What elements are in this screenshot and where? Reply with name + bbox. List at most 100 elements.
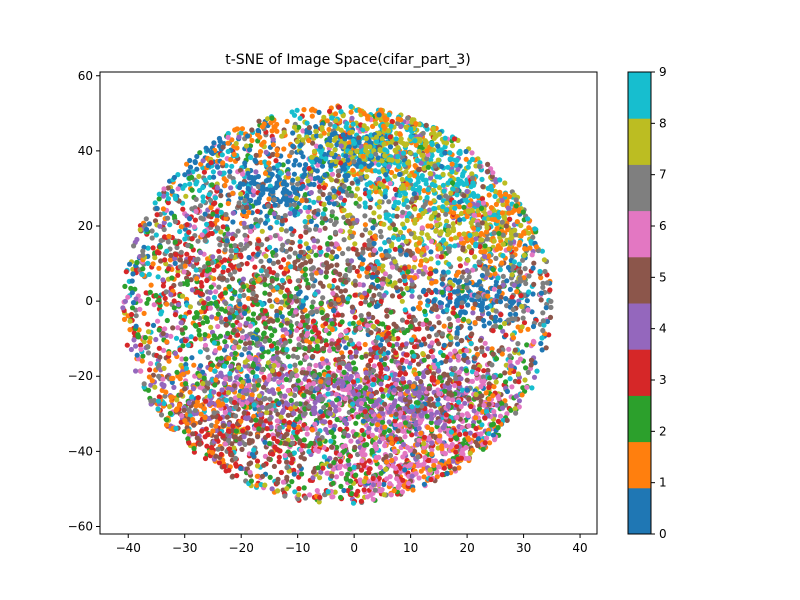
scatter-point	[445, 269, 451, 275]
scatter-point	[278, 305, 284, 311]
scatter-point	[340, 250, 346, 257]
scatter-point	[314, 133, 320, 139]
scatter-point	[253, 169, 259, 175]
scatter-point	[321, 454, 327, 460]
scatter-point	[352, 241, 358, 247]
scatter-point	[327, 347, 333, 354]
scatter-point	[520, 257, 526, 263]
scatter-point	[193, 181, 199, 187]
scatter-point	[228, 253, 234, 259]
scatter-point	[154, 212, 160, 218]
scatter-point	[357, 196, 363, 202]
scatter-point	[333, 391, 339, 397]
scatter-point	[479, 272, 485, 279]
scatter-point	[253, 217, 259, 223]
scatter-point	[275, 214, 281, 220]
scatter-point	[531, 374, 538, 380]
scatter-point	[133, 368, 139, 374]
scatter-point	[145, 260, 151, 266]
scatter-point	[436, 368, 442, 374]
scatter-point	[426, 207, 433, 213]
scatter-point	[274, 121, 280, 127]
scatter-point	[275, 259, 281, 265]
scatter-point	[391, 376, 397, 382]
scatter-point	[392, 280, 398, 286]
scatter-point	[456, 369, 462, 375]
scatter-point	[157, 244, 163, 250]
scatter-point	[400, 235, 406, 241]
scatter-point	[497, 177, 503, 183]
scatter-point	[540, 310, 546, 316]
scatter-point	[289, 479, 295, 485]
scatter-point	[525, 216, 531, 222]
scatter-point	[447, 299, 453, 305]
scatter-point	[515, 341, 521, 347]
scatter-point	[184, 161, 190, 167]
scatter-point	[399, 489, 405, 495]
scatter-point	[338, 494, 344, 501]
scatter-point	[509, 384, 515, 390]
scatter-point	[216, 135, 222, 142]
scatter-point	[262, 439, 268, 445]
scatter-point	[450, 225, 456, 231]
scatter-point	[457, 256, 463, 262]
scatter-point	[311, 199, 317, 205]
scatter-point	[434, 474, 440, 480]
scatter-point	[364, 413, 370, 420]
scatter-point	[493, 379, 499, 385]
scatter-point	[165, 185, 171, 191]
scatter-point	[180, 206, 186, 212]
scatter-point	[502, 370, 508, 376]
scatter-point	[385, 350, 391, 356]
scatter-point	[191, 362, 197, 368]
scatter-point	[412, 448, 418, 454]
scatter-point	[452, 277, 458, 283]
scatter-point	[276, 454, 282, 460]
scatter-point	[362, 222, 368, 228]
scatter-point	[264, 236, 270, 242]
scatter-point	[202, 332, 208, 338]
scatter-point	[121, 316, 128, 322]
scatter-point	[482, 243, 488, 249]
scatter-point	[538, 275, 544, 281]
scatter-point	[150, 322, 157, 328]
scatter-point	[291, 124, 298, 130]
scatter-point	[538, 297, 544, 303]
scatter-point	[485, 161, 491, 167]
scatter-point	[404, 319, 410, 325]
scatter-point	[492, 193, 498, 199]
scatter-point	[502, 180, 508, 186]
scatter-point	[357, 281, 363, 288]
scatter-point	[274, 349, 280, 356]
scatter-point	[327, 235, 333, 241]
scatter-point	[211, 294, 217, 301]
scatter-point	[185, 436, 191, 442]
scatter-point	[367, 204, 373, 211]
scatter-point	[364, 274, 370, 280]
scatter-point	[297, 239, 303, 245]
scatter-point	[281, 146, 287, 152]
scatter-point	[207, 174, 213, 181]
scatter-point	[137, 306, 143, 312]
scatter-point	[211, 333, 217, 339]
scatter-point	[354, 186, 360, 192]
scatter-point	[381, 292, 387, 298]
scatter-point	[503, 332, 509, 338]
scatter-point	[244, 373, 250, 379]
scatter-point	[332, 111, 339, 117]
scatter-point	[280, 162, 286, 168]
scatter-point	[419, 230, 425, 236]
scatter-point	[343, 328, 349, 334]
scatter-point	[188, 334, 194, 340]
scatter-point	[250, 311, 257, 317]
scatter-point	[198, 363, 204, 369]
scatter-point	[230, 236, 236, 242]
scatter-point	[325, 241, 331, 247]
scatter-point	[363, 385, 369, 391]
scatter-point	[236, 134, 242, 140]
scatter-point	[468, 249, 474, 256]
scatter-point	[279, 384, 285, 390]
scatter-point	[247, 228, 253, 235]
scatter-point	[241, 292, 247, 298]
scatter-point	[468, 403, 474, 410]
